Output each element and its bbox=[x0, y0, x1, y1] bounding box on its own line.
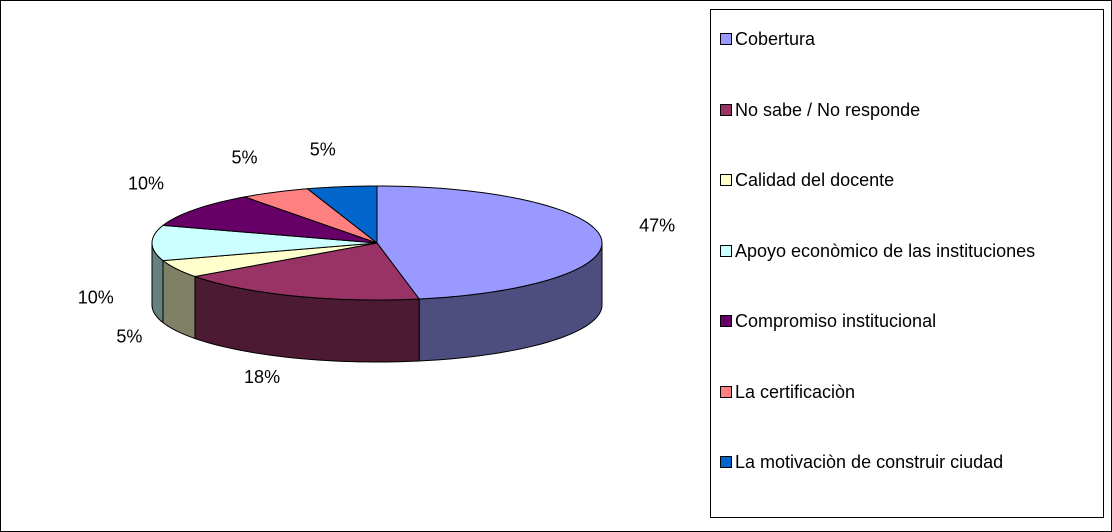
legend-swatch bbox=[720, 244, 732, 257]
legend-label: Calidad del docente bbox=[735, 170, 895, 190]
legend-label: Compromiso institucional bbox=[735, 311, 937, 331]
pie-slice bbox=[151, 224, 378, 262]
data-label: 5% bbox=[116, 326, 142, 346]
data-label: 18% bbox=[244, 367, 280, 387]
legend-entry: Apoyo econòmico de las instituciones bbox=[720, 240, 1080, 262]
legend-swatch bbox=[720, 103, 732, 116]
legend-swatch bbox=[720, 385, 732, 398]
data-label: 5% bbox=[231, 148, 257, 168]
legend-label: La motivaciòn de construir ciudad bbox=[735, 452, 1004, 472]
legend-entry: La certificaciòn bbox=[720, 381, 1080, 403]
legend-swatch bbox=[720, 33, 732, 45]
legend-label: Apoyo econòmico de las instituciones bbox=[735, 240, 1036, 261]
legend-label: No sabe / No responde bbox=[735, 99, 921, 120]
legend-label: Cobertura bbox=[735, 29, 816, 49]
pie-slice bbox=[242, 188, 378, 244]
data-label: 5% bbox=[310, 139, 336, 159]
legend: Cobertura No sabe / No responde Calidad de… bbox=[710, 9, 1104, 518]
pie-slice bbox=[161, 196, 378, 244]
legend-entry: Calidad del docente bbox=[720, 169, 1080, 191]
legend-swatch bbox=[720, 174, 732, 186]
pie-plot: 47%18%5%10%10%5% 5% bbox=[78, 139, 675, 387]
legend-entry: La motivaciòn de construir ciudad bbox=[720, 451, 1080, 473]
pie-slice bbox=[376, 185, 603, 300]
pie-slice bbox=[161, 242, 378, 278]
data-label: 10% bbox=[78, 288, 114, 308]
legend-swatch bbox=[720, 456, 732, 468]
legend-entry: Cobertura bbox=[720, 28, 1080, 50]
pie-slice bbox=[192, 242, 421, 301]
legend-entry: Compromiso institucional bbox=[720, 310, 1080, 332]
legend-entry: No sabe / No responde bbox=[720, 99, 1080, 121]
pie-slice bbox=[306, 185, 378, 245]
data-label: 10% bbox=[128, 173, 164, 193]
legend-swatch bbox=[720, 315, 732, 327]
legend-label: La certificaciòn bbox=[735, 381, 856, 402]
data-label: 47% bbox=[639, 216, 675, 236]
